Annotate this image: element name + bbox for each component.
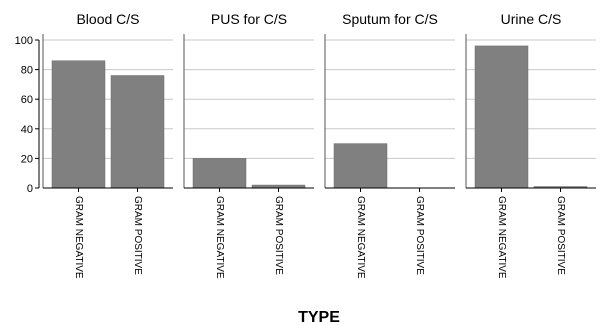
x-tick-label: GRAM POSITIVE	[555, 196, 566, 275]
panel-title: PUS for C/S	[211, 11, 287, 27]
x-tick-label: GRAM POSITIVE	[414, 196, 425, 275]
x-tick-label: GRAM NEGATIVE	[496, 196, 507, 279]
x-tick-label: GRAM POSITIVE	[132, 196, 143, 275]
x-tick-label: GRAM NEGATIVE	[355, 196, 366, 279]
y-axis: 0 20 40 60 80 100	[15, 35, 40, 195]
y-tick-label: 60	[21, 94, 33, 106]
panel: GRAM NEGATIVE GRAM POSITIVE	[465, 34, 596, 279]
panel-title: Sputum for C/S	[342, 11, 438, 27]
panel-title: Blood C/S	[76, 11, 139, 27]
panel: GRAM NEGATIVE GRAM POSITIVE	[324, 34, 455, 279]
y-tick-label: 20	[21, 153, 33, 165]
bar	[474, 45, 529, 189]
y-tick-label: 100	[15, 35, 33, 47]
y-tick-label: 0	[27, 183, 33, 195]
x-tick-label: GRAM NEGATIVE	[73, 196, 84, 279]
bar	[192, 158, 247, 189]
y-tick-label: 40	[21, 124, 33, 136]
x-tick-label: GRAM POSITIVE	[273, 196, 284, 275]
panel: GRAM NEGATIVE GRAM POSITIVE	[42, 34, 173, 279]
panel: GRAM NEGATIVE GRAM POSITIVE	[183, 34, 314, 279]
y-tick-label: 80	[21, 65, 33, 77]
x-axis-title: TYPE	[298, 309, 340, 325]
bar	[51, 60, 106, 189]
panel-title: Urine C/S	[501, 11, 562, 27]
bar	[110, 75, 165, 189]
panels: GRAM NEGATIVE GRAM POSITIVE GRAM NEGATIVE G…	[42, 34, 596, 279]
bar	[333, 143, 388, 189]
x-tick-label: GRAM NEGATIVE	[214, 196, 225, 279]
panel-titles: Blood C/S PUS for C/S Sputum for C/S Urine …	[76, 11, 561, 27]
